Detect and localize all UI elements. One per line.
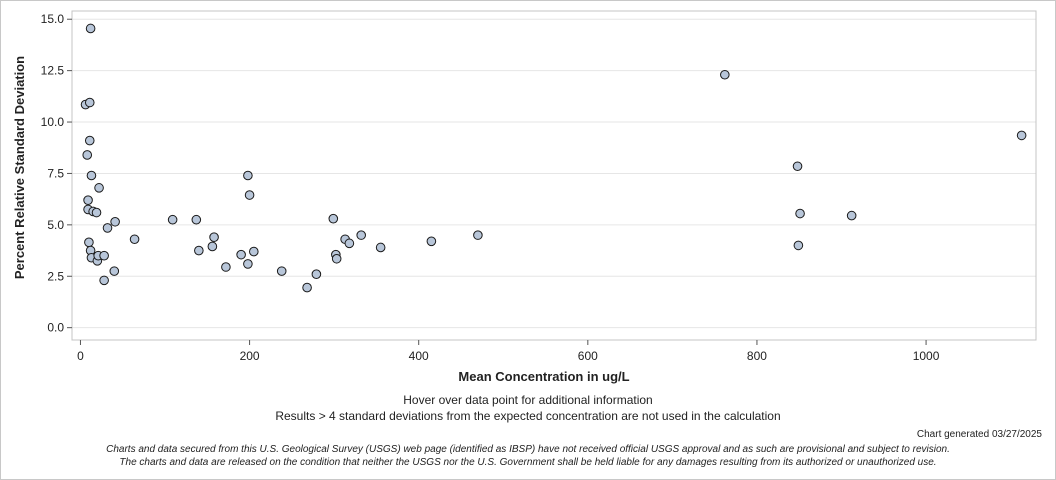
data-point[interactable]: [194, 245, 204, 256]
x-tick-label: 200: [240, 349, 260, 363]
y-tick-label: 10.0: [41, 115, 65, 129]
data-point[interactable]: [276, 266, 287, 276]
data-point[interactable]: [331, 253, 342, 264]
data-point[interactable]: [249, 246, 259, 257]
data-point[interactable]: [110, 216, 120, 227]
plot-area-border: [71, 10, 1037, 341]
data-point[interactable]: [473, 230, 483, 240]
data-point[interactable]: [209, 232, 219, 242]
data-point[interactable]: [236, 249, 246, 260]
data-point[interactable]: [191, 214, 202, 225]
axes: 0.0 2.5 5.0 7.5 10.0 12.5 15.0 0 200 400 600 800 100…: [41, 12, 940, 363]
data-point[interactable]: [84, 237, 94, 248]
data-point[interactable]: [109, 266, 120, 276]
data-point[interactable]: [243, 170, 253, 181]
y-tick-label: 2.5: [47, 269, 64, 283]
y-tick-label: 15.0: [41, 12, 65, 26]
x-tick-label: 1000: [913, 349, 940, 363]
data-point[interactable]: [99, 275, 109, 286]
data-point[interactable]: [85, 23, 96, 34]
y-tick-label: 0.0: [47, 321, 64, 335]
hover-note: Hover over data point for additional inf…: [403, 393, 653, 407]
data-point[interactable]: [793, 240, 804, 251]
data-point[interactable]: [86, 170, 97, 181]
data-point[interactable]: [344, 238, 355, 249]
data-point[interactable]: [94, 183, 104, 193]
y-axis-title: Percent Relative Standard Deviation: [12, 56, 27, 279]
generated-date: Chart generated 03/27/2025: [916, 429, 1042, 440]
data-point[interactable]: [243, 259, 253, 269]
data-point[interactable]: [1016, 130, 1027, 141]
grid-lines: [72, 18, 1036, 329]
disclaimer-line-1: Charts and data secured from this U.S. G…: [106, 444, 950, 455]
data-points: [80, 23, 1027, 293]
data-point[interactable]: [82, 150, 93, 160]
x-tick-label: 400: [409, 349, 429, 363]
data-point[interactable]: [328, 213, 339, 224]
data-point[interactable]: [167, 214, 178, 225]
data-point[interactable]: [207, 241, 218, 252]
data-point[interactable]: [84, 135, 95, 146]
data-point[interactable]: [91, 207, 102, 218]
data-point[interactable]: [302, 282, 312, 293]
data-point[interactable]: [720, 69, 730, 80]
y-tick-label: 7.5: [47, 166, 64, 180]
data-point[interactable]: [83, 195, 93, 205]
x-tick-label: 0: [77, 349, 84, 363]
data-point[interactable]: [129, 234, 140, 245]
x-tick-label: 600: [578, 349, 598, 363]
x-tick-label: 800: [747, 349, 767, 363]
data-point[interactable]: [84, 97, 95, 108]
data-point[interactable]: [356, 230, 367, 240]
scatter-chart: 0.0 2.5 5.0 7.5 10.0 12.5 15.0 0 200 400 600 800 100…: [12, 10, 1037, 384]
data-point[interactable]: [244, 190, 255, 200]
data-point[interactable]: [795, 208, 805, 219]
data-point[interactable]: [311, 269, 322, 280]
data-point[interactable]: [846, 210, 857, 221]
data-point[interactable]: [102, 223, 113, 233]
data-point[interactable]: [99, 250, 109, 261]
data-point[interactable]: [375, 242, 386, 253]
data-point[interactable]: [426, 236, 437, 247]
exclusion-note: Results > 4 standard deviations from the…: [275, 409, 781, 423]
data-point[interactable]: [221, 262, 231, 272]
y-tick-label: 12.5: [41, 64, 65, 78]
x-axis-title: Mean Concentration in ug/L: [458, 369, 629, 384]
data-point[interactable]: [792, 161, 803, 172]
disclaimer-line-2: The charts and data are released on the …: [119, 457, 937, 468]
y-tick-label: 5.0: [47, 218, 64, 232]
